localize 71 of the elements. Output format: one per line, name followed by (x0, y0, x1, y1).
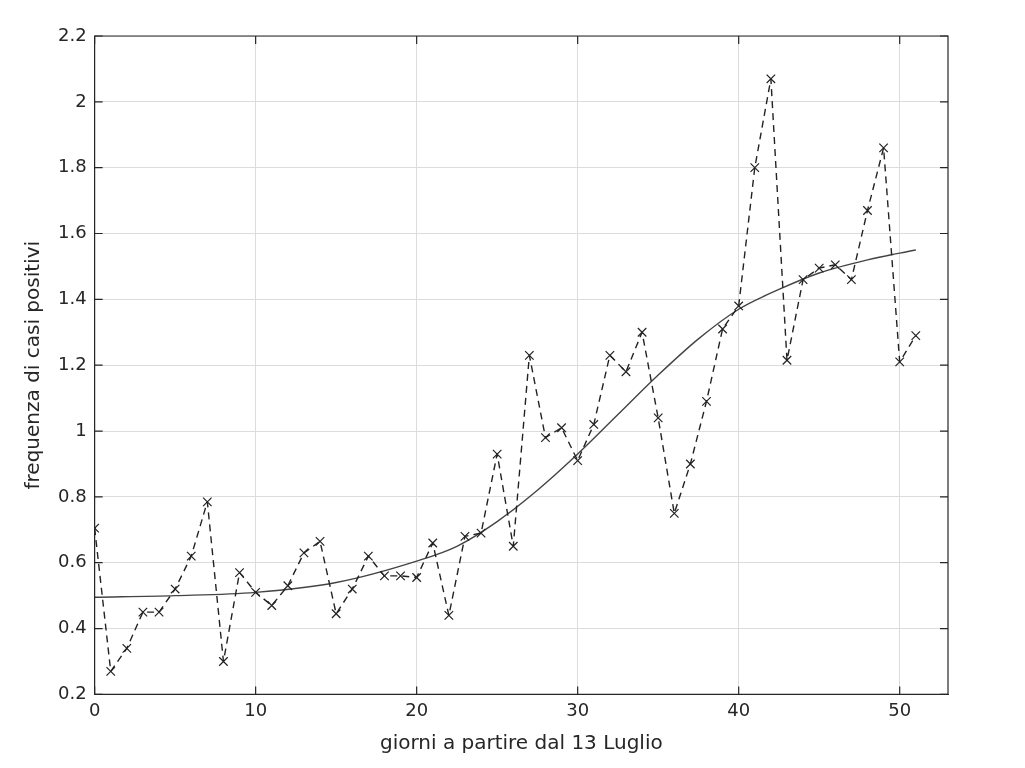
x-tick-label: 30 (566, 698, 590, 720)
point (524, 350, 535, 361)
point (782, 355, 792, 366)
y-tick-label: 1.4 (57, 287, 87, 309)
point (717, 324, 728, 334)
point (814, 263, 825, 273)
point (910, 330, 921, 341)
point (572, 455, 583, 466)
point (862, 205, 873, 216)
y-tick-label: 0.2 (57, 682, 87, 704)
point (444, 610, 454, 621)
point (347, 584, 358, 594)
point (202, 496, 213, 507)
x-axis-title: giorni a partire dal 13 Luglio (379, 730, 663, 755)
y-tick-label: 1 (75, 418, 87, 440)
point (798, 274, 808, 285)
point (170, 584, 180, 594)
point (315, 536, 325, 547)
point (749, 162, 760, 173)
point (766, 73, 776, 84)
y-tick-label: 1.2 (57, 352, 87, 374)
point (508, 541, 519, 552)
y-tick-label: 2 (75, 89, 87, 111)
point (154, 607, 164, 617)
point (669, 508, 680, 519)
point (299, 548, 309, 558)
point (138, 607, 148, 617)
point (878, 143, 889, 153)
point (733, 301, 744, 311)
point (379, 571, 390, 581)
x-tick-label: 50 (888, 698, 912, 720)
point (460, 531, 470, 542)
x-tick-label: 0 (88, 698, 101, 720)
point (234, 567, 245, 578)
y-tick-label: 1.8 (57, 155, 87, 177)
point (540, 432, 551, 443)
point (427, 538, 438, 548)
y-axis-title: frequenza di casi positivi (20, 240, 45, 490)
line-series (94, 249, 917, 598)
y-tick-label: 1.6 (57, 221, 87, 243)
point (411, 572, 422, 583)
point (830, 259, 841, 270)
y-tick-label: 2.2 (57, 23, 87, 45)
point (395, 571, 406, 581)
point (331, 608, 341, 619)
point (637, 327, 647, 338)
point (621, 366, 631, 377)
point (121, 643, 132, 654)
point (283, 580, 293, 591)
y-tick-label: 0.6 (57, 550, 87, 572)
point (476, 528, 486, 538)
x-tick-label: 10 (244, 698, 268, 720)
point (701, 396, 712, 407)
point (605, 350, 615, 361)
x-tick-label: 20 (405, 698, 429, 720)
point (653, 413, 664, 423)
x-tick-label: 40 (727, 698, 751, 720)
y-tick-label: 0.8 (57, 484, 87, 506)
point (266, 600, 277, 611)
point (846, 274, 857, 285)
point (588, 419, 599, 430)
point (250, 587, 261, 598)
point (685, 459, 696, 469)
point (218, 656, 229, 667)
point (363, 551, 374, 561)
point (894, 357, 905, 367)
point (105, 666, 116, 677)
y-tick-label: 0.4 (57, 616, 87, 638)
point (186, 551, 197, 561)
point (556, 422, 567, 433)
point (492, 449, 502, 459)
